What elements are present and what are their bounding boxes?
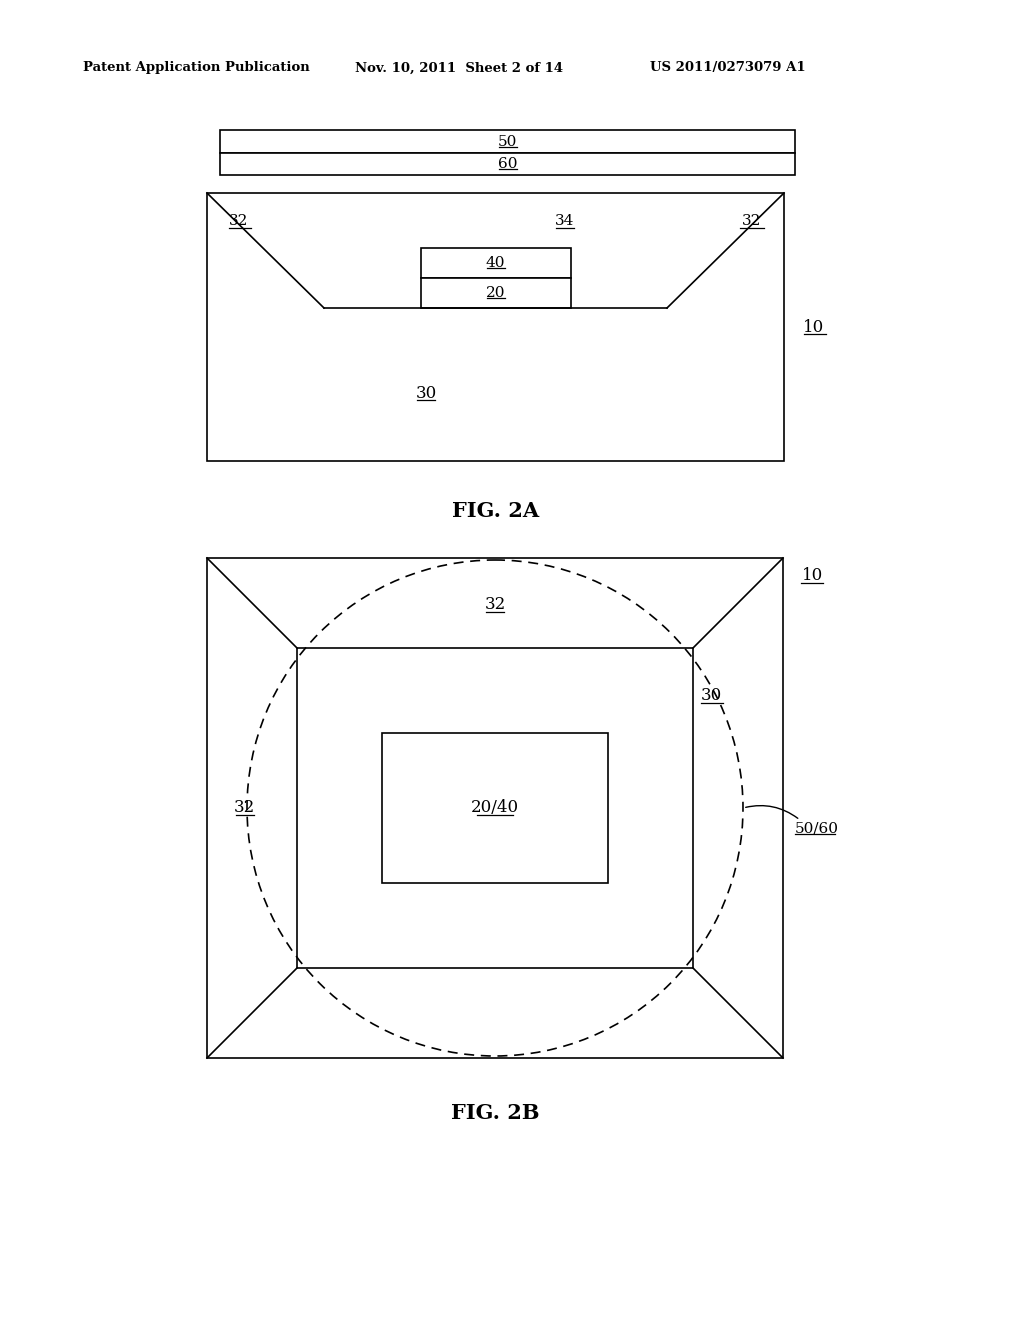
Bar — [297, 648, 693, 968]
Text: 30: 30 — [701, 688, 722, 705]
Text: 32: 32 — [484, 597, 506, 614]
Text: FIG. 2B: FIG. 2B — [451, 1104, 540, 1123]
Bar — [220, 153, 795, 176]
Bar — [207, 193, 784, 461]
Text: 60: 60 — [498, 157, 517, 172]
Text: 20: 20 — [485, 286, 505, 300]
Bar — [382, 733, 608, 883]
Text: 10: 10 — [803, 568, 823, 585]
Text: FIG. 2A: FIG. 2A — [452, 502, 539, 521]
Text: Patent Application Publication: Patent Application Publication — [83, 62, 309, 74]
Text: 32: 32 — [234, 800, 255, 817]
Text: 50/60: 50/60 — [795, 821, 839, 836]
Text: 20/40: 20/40 — [471, 800, 519, 817]
Bar — [220, 129, 795, 153]
Text: 50: 50 — [498, 135, 517, 149]
Bar — [421, 279, 570, 308]
Text: 34: 34 — [555, 214, 574, 228]
Text: US 2011/0273079 A1: US 2011/0273079 A1 — [650, 62, 806, 74]
Text: 40: 40 — [485, 256, 505, 271]
Bar — [207, 558, 783, 1059]
Text: 32: 32 — [229, 214, 249, 228]
Text: 32: 32 — [742, 214, 762, 228]
Text: 30: 30 — [416, 384, 437, 401]
Text: 10: 10 — [804, 318, 824, 335]
Text: Nov. 10, 2011  Sheet 2 of 14: Nov. 10, 2011 Sheet 2 of 14 — [355, 62, 563, 74]
Bar — [421, 248, 570, 279]
